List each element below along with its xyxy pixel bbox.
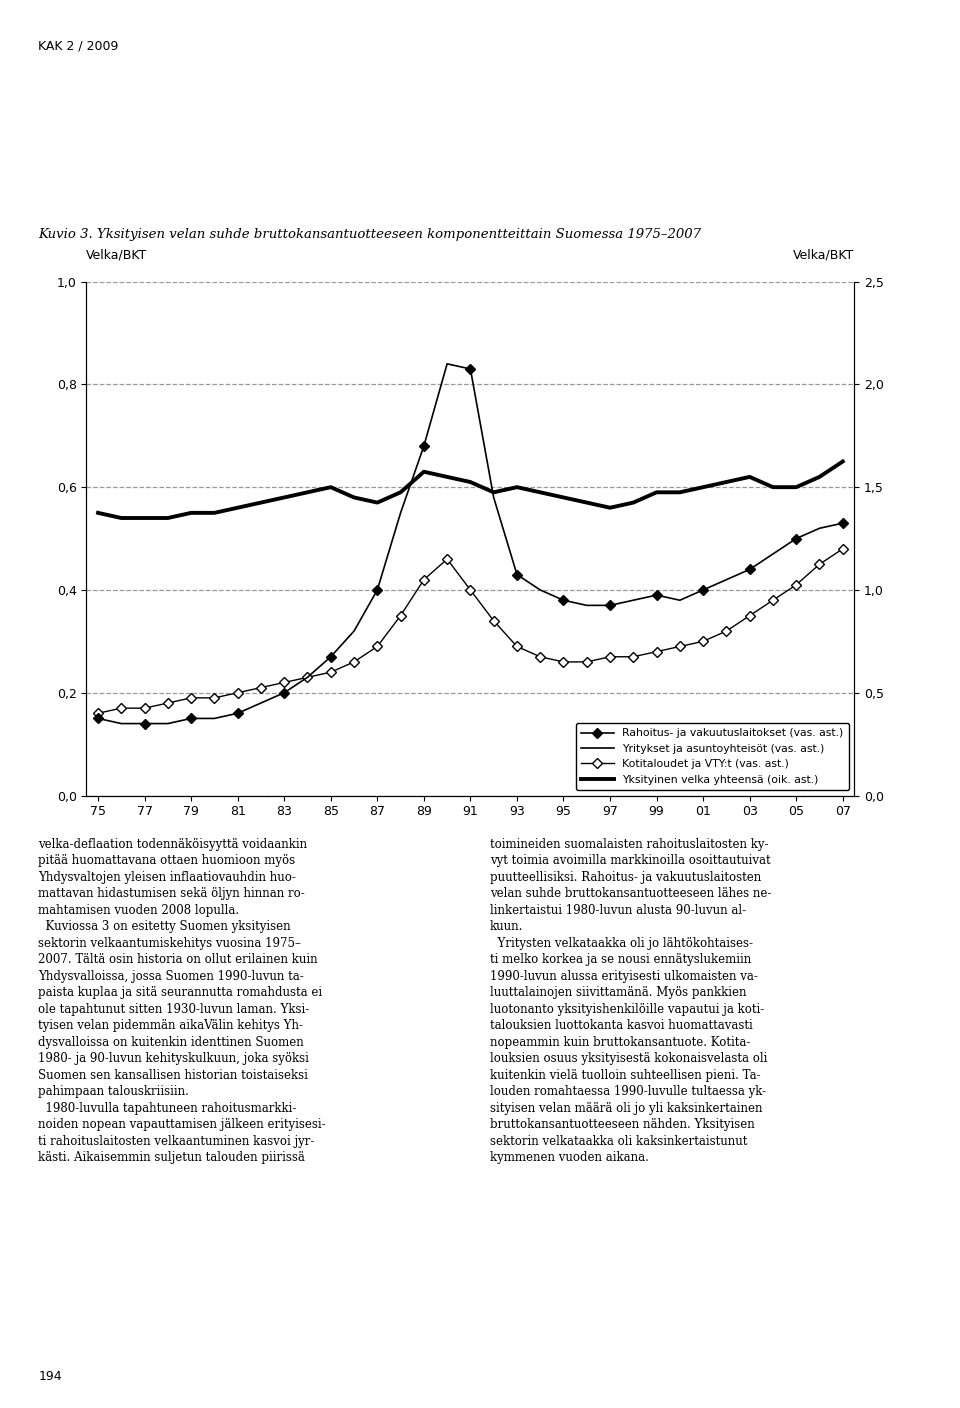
Text: Velka/BKT: Velka/BKT bbox=[793, 248, 854, 260]
Legend: Rahoitus- ja vakuutuslaitokset (vas. ast.), Yritykset ja asuntoyhteisöt (vas. as: Rahoitus- ja vakuutuslaitokset (vas. ast… bbox=[576, 724, 849, 790]
Text: 194: 194 bbox=[38, 1370, 62, 1383]
Text: KAK 2 / 2009: KAK 2 / 2009 bbox=[38, 39, 119, 52]
Text: Kuvio 3. Yksityisen velan suhde bruttokansantuotteeseen komponentteittain Suomes: Kuvio 3. Yksityisen velan suhde bruttoka… bbox=[38, 228, 702, 241]
Text: velka-deflaation todennäköisyyttä voidaankin
pitää huomattavana ottaen huomioon : velka-deflaation todennäköisyyttä voidaa… bbox=[38, 838, 326, 1164]
Text: Velka/BKT: Velka/BKT bbox=[86, 248, 148, 260]
Text: toimineiden suomalaisten rahoituslaitosten ky-
vyt toimia avoimilla markkinoilla: toimineiden suomalaisten rahoituslaitost… bbox=[490, 838, 771, 1164]
